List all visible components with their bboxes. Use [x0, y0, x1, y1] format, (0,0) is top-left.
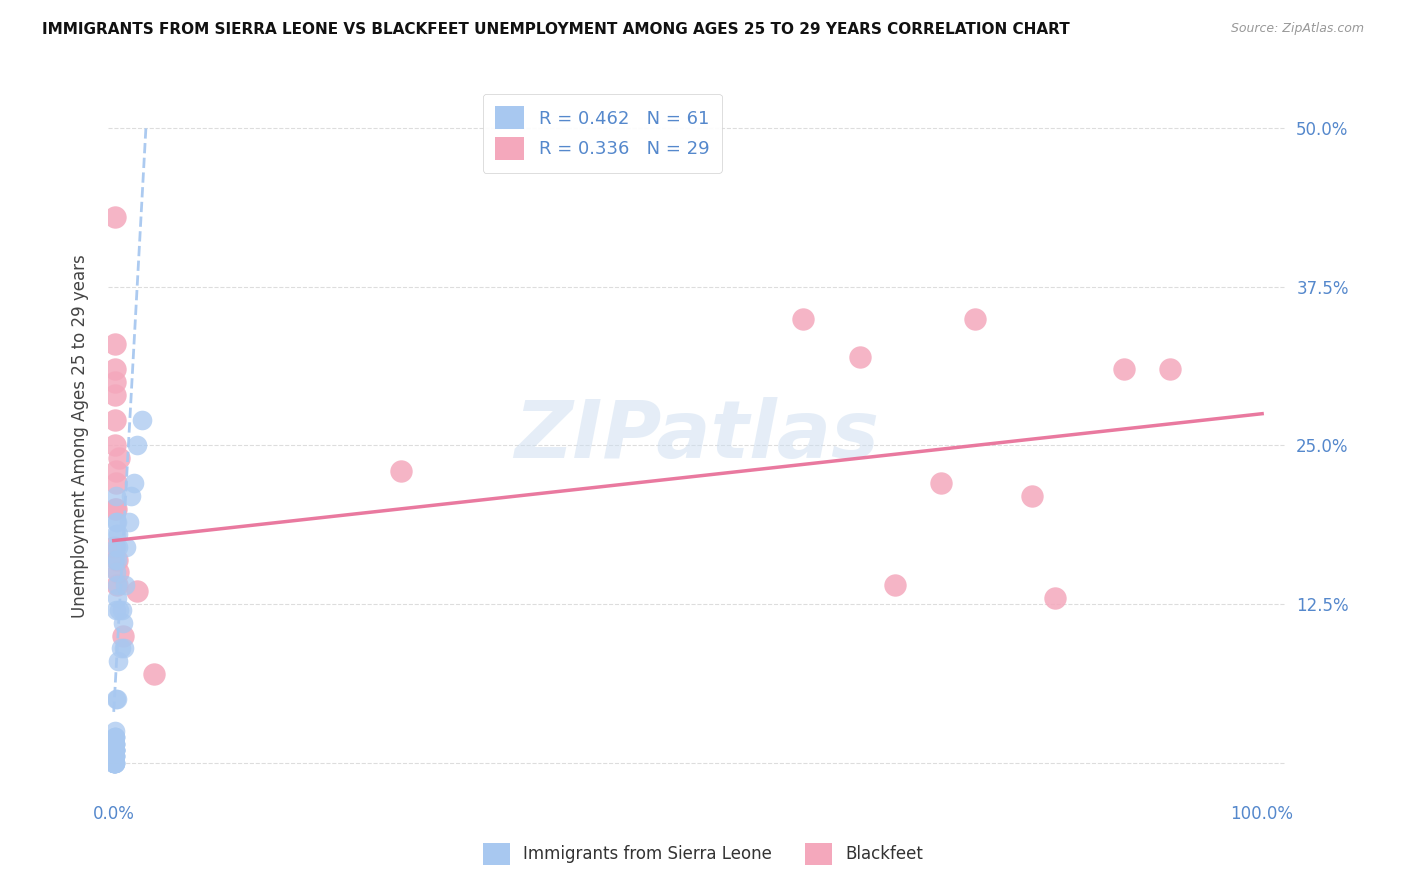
Point — [125, 438, 148, 452]
Point — [104, 387, 127, 401]
Point — [104, 749, 127, 764]
Point — [1045, 591, 1067, 605]
Point — [929, 476, 952, 491]
Point — [105, 603, 128, 617]
Point — [118, 515, 141, 529]
Point — [1021, 489, 1043, 503]
Point — [104, 737, 127, 751]
Point — [1114, 362, 1136, 376]
Point — [103, 756, 125, 770]
Point — [115, 540, 138, 554]
Point — [103, 756, 125, 770]
Point — [104, 540, 127, 554]
Point — [104, 743, 127, 757]
Point — [108, 451, 131, 466]
Point — [104, 527, 127, 541]
Point — [104, 464, 127, 478]
Point — [111, 629, 134, 643]
Point — [142, 666, 165, 681]
Point — [108, 603, 131, 617]
Text: ZIPatlas: ZIPatlas — [515, 397, 879, 475]
Point — [104, 362, 127, 376]
Point — [105, 578, 128, 592]
Point — [105, 515, 128, 529]
Point — [104, 723, 127, 738]
Point — [103, 743, 125, 757]
Point — [103, 752, 125, 766]
Point — [105, 692, 128, 706]
Point — [104, 756, 127, 770]
Point — [104, 438, 127, 452]
Point — [104, 566, 127, 580]
Point — [104, 743, 127, 757]
Point — [105, 476, 128, 491]
Point — [105, 501, 128, 516]
Point — [107, 566, 129, 580]
Point — [104, 737, 127, 751]
Point — [124, 476, 146, 491]
Point — [103, 501, 125, 516]
Point — [131, 413, 153, 427]
Point — [104, 210, 127, 224]
Point — [104, 737, 127, 751]
Point — [104, 552, 127, 566]
Point — [104, 731, 127, 745]
Point — [389, 464, 412, 478]
Point — [105, 578, 128, 592]
Point — [110, 641, 132, 656]
Point — [103, 756, 125, 770]
Point — [883, 578, 905, 592]
Point — [103, 756, 125, 770]
Point — [1159, 362, 1181, 376]
Point — [103, 753, 125, 767]
Point — [104, 731, 127, 745]
Point — [107, 692, 129, 706]
Point — [849, 350, 872, 364]
Point — [792, 311, 814, 326]
Text: IMMIGRANTS FROM SIERRA LEONE VS BLACKFEET UNEMPLOYMENT AMONG AGES 25 TO 29 YEARS: IMMIGRANTS FROM SIERRA LEONE VS BLACKFEE… — [42, 22, 1070, 37]
Legend: Immigrants from Sierra Leone, Blackfeet: Immigrants from Sierra Leone, Blackfeet — [472, 833, 934, 875]
Point — [104, 756, 127, 770]
Point — [104, 743, 127, 757]
Point — [125, 584, 148, 599]
Point — [103, 743, 125, 757]
Point — [111, 616, 134, 631]
Point — [103, 749, 125, 764]
Point — [107, 540, 129, 554]
Y-axis label: Unemployment Among Ages 25 to 29 years: Unemployment Among Ages 25 to 29 years — [72, 254, 89, 618]
Point — [120, 489, 142, 503]
Text: Source: ZipAtlas.com: Source: ZipAtlas.com — [1230, 22, 1364, 36]
Point — [107, 654, 129, 668]
Point — [103, 747, 125, 761]
Point — [104, 749, 127, 764]
Point — [111, 603, 134, 617]
Point — [103, 749, 125, 764]
Point — [105, 552, 128, 566]
Point — [104, 375, 127, 389]
Point — [105, 489, 128, 503]
Point — [104, 337, 127, 351]
Point — [104, 743, 127, 757]
Point — [103, 756, 125, 770]
Point — [104, 731, 127, 745]
Point — [112, 641, 135, 656]
Legend: R = 0.462   N = 61, R = 0.336   N = 29: R = 0.462 N = 61, R = 0.336 N = 29 — [482, 94, 723, 172]
Point — [963, 311, 986, 326]
Point — [104, 743, 127, 757]
Point — [114, 578, 136, 592]
Point — [104, 737, 127, 751]
Point — [105, 552, 128, 566]
Point — [104, 749, 127, 764]
Point — [103, 749, 125, 764]
Point — [103, 756, 125, 770]
Point — [107, 527, 129, 541]
Point — [104, 756, 127, 770]
Point — [104, 413, 127, 427]
Point — [103, 540, 125, 554]
Point — [105, 591, 128, 605]
Point — [105, 515, 128, 529]
